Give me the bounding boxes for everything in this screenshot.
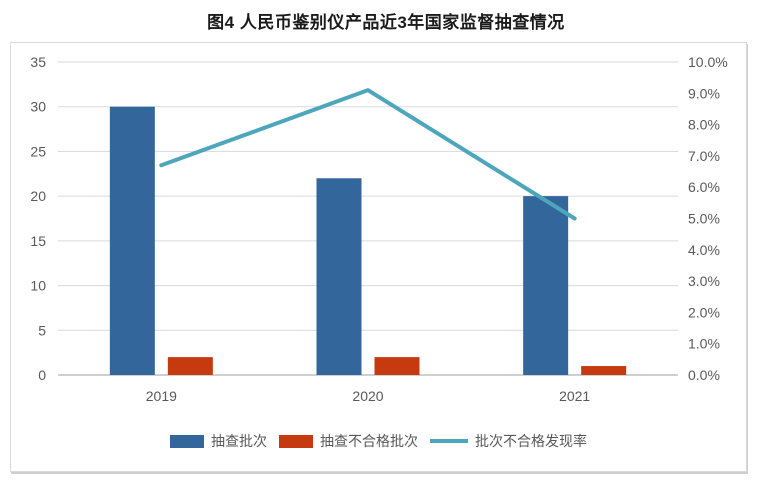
- right-axis-tick-label: 6.0%: [688, 179, 720, 195]
- chart-container: 0 5 10 15 20 25 30 35 0.0% 1.0% 2.0% 3.0% 4.0% 5.0% 6.…: [10, 42, 747, 472]
- legend-item: 批次不合格发现率: [430, 431, 587, 451]
- right-axis-tick-label: 3.0%: [688, 273, 720, 289]
- legend-label: 批次不合格发现率: [475, 433, 587, 449]
- left-axis-tick-label: 20: [30, 188, 46, 204]
- line-series: [159, 88, 577, 221]
- x-axis-category-label: 2021: [559, 388, 590, 404]
- right-axis-tick-label: 5.0%: [688, 211, 720, 227]
- left-axis-tick-label: 25: [30, 143, 46, 159]
- left-axis-tick-label: 10: [30, 278, 46, 294]
- legend-item: 抽查批次: [170, 431, 267, 451]
- left-axis-tick-label: 5: [38, 322, 46, 338]
- right-axis-tick-label: 4.0%: [688, 242, 720, 258]
- left-axis-tick-label: 35: [30, 54, 46, 70]
- chart-legend: 抽查批次 抽查不合格批次 批次不合格发现率: [11, 431, 746, 451]
- legend-item: 抽查不合格批次: [279, 431, 418, 451]
- right-axis-tick-label: 10.0%: [688, 54, 728, 70]
- right-axis-tick-label: 7.0%: [688, 148, 720, 164]
- bar-secondary: [581, 366, 627, 375]
- x-axis-category-label: 2019: [146, 388, 177, 404]
- right-axis-tick-label: 2.0%: [688, 304, 720, 320]
- right-axis-tick-label: 8.0%: [688, 117, 720, 133]
- bar-primary: [523, 196, 569, 375]
- left-axis-tick-label: 0: [38, 367, 46, 383]
- bar-primary: [316, 178, 362, 375]
- bar-primary: [109, 106, 155, 375]
- chart-plot: 0 5 10 15 20 25 30 35 0.0% 1.0% 2.0% 3.0% 4.0% 5.0% 6.…: [30, 54, 728, 404]
- legend-bar-swatch-icon: [170, 434, 204, 448]
- right-axis-tick-label: 0.0%: [688, 367, 720, 383]
- left-axis-tick-label: 15: [30, 233, 46, 249]
- right-axis-tick-label: 1.0%: [688, 336, 720, 352]
- legend-line-swatch-icon: [430, 439, 468, 443]
- bar-secondary: [374, 357, 420, 375]
- chart-title: 图4 人民币鉴别仪产品近3年国家监督抽查情况: [207, 13, 565, 32]
- legend-bar-swatch-icon: [279, 434, 313, 448]
- left-axis-tick-label: 30: [30, 99, 46, 115]
- x-axis-category-label: 2020: [352, 388, 383, 404]
- bar-secondary: [167, 357, 213, 375]
- legend-label: 抽查批次: [211, 433, 267, 449]
- legend-label: 抽查不合格批次: [320, 433, 418, 449]
- right-axis-tick-label: 9.0%: [688, 85, 720, 101]
